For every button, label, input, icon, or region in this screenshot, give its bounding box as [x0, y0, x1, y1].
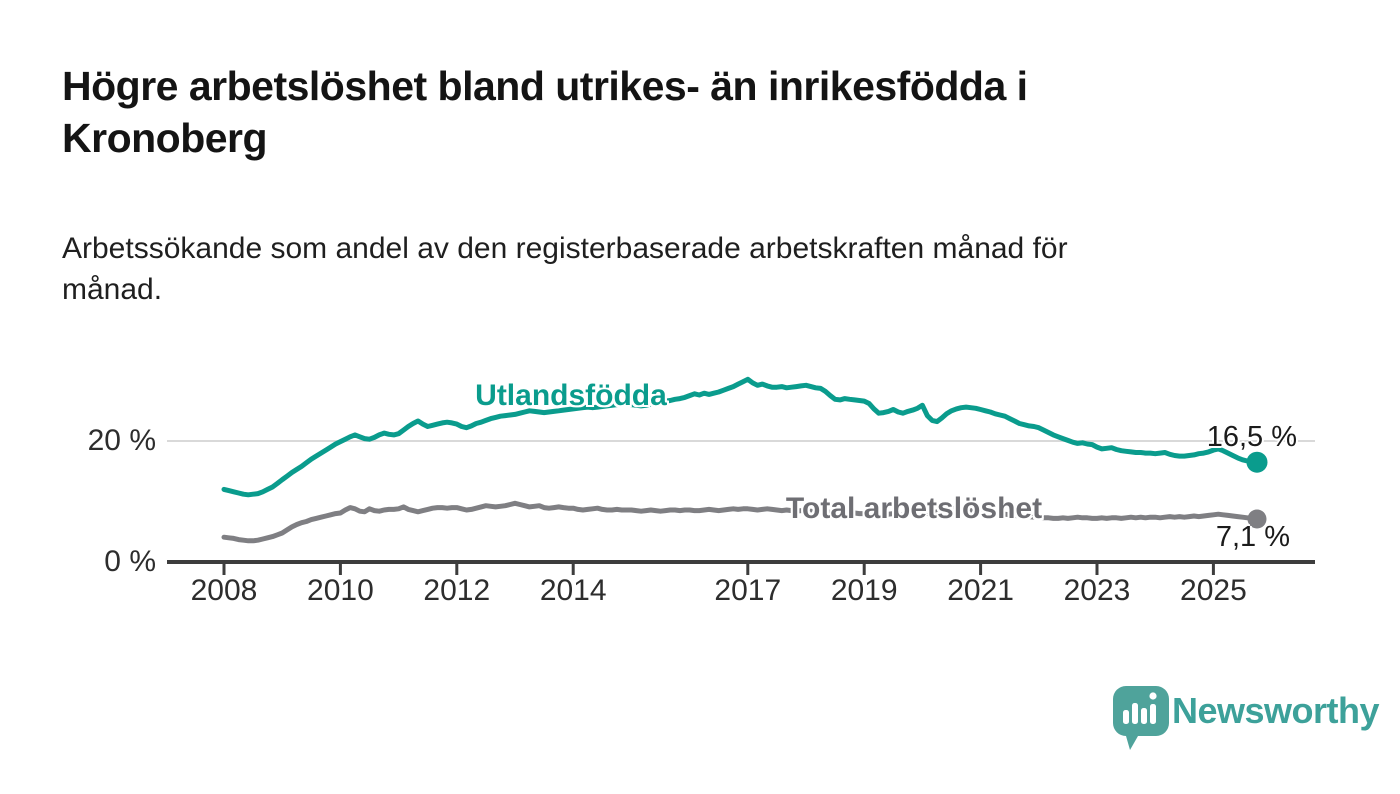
- newsworthy-logo-icon: [1113, 686, 1169, 750]
- subtitle-line2: månad.: [62, 273, 163, 306]
- end-value-total: 7,1 %: [1215, 521, 1290, 553]
- bar-3: [1141, 708, 1147, 724]
- title-line1: Högre arbetslöshet bland utrikes- än inr…: [62, 63, 1028, 109]
- x-axis-label-2014: 2014: [539, 574, 607, 607]
- page-title: Högre arbetslöshet bland utrikes- än inr…: [62, 60, 1362, 164]
- exclamation-bar: [1150, 704, 1156, 724]
- x-axis-label-2010: 2010: [307, 574, 374, 607]
- y-axis-label-0: 0 %: [104, 545, 156, 578]
- series-line-utlandsfodda: [221, 376, 1260, 498]
- x-axis-label-2021: 2021: [947, 574, 1014, 607]
- series-label-utlandsfodda: Utlandsfödda: [475, 379, 667, 412]
- x-axis-label-2008: 2008: [190, 574, 258, 607]
- end-dot-utlandsfodda: [1246, 451, 1268, 473]
- x-axis-label-2025: 2025: [1180, 574, 1247, 607]
- exclamation-dot: [1149, 692, 1157, 700]
- y-axis-label-20: 20 %: [87, 424, 156, 457]
- x-axis-label-2019: 2019: [830, 574, 898, 607]
- subtitle-line1: Arbetssökande som andel av den registerb…: [62, 232, 1068, 265]
- newsworthy-wordmark: Newsworthy: [1172, 690, 1380, 731]
- x-axis-label-2023: 2023: [1063, 574, 1131, 607]
- chart-subtitle: Arbetssökande som andel av den registerb…: [62, 228, 1302, 310]
- series-label-total-arbetsloshet: Total arbetslöshet: [785, 492, 1043, 525]
- x-axis-label-2017: 2017: [714, 574, 782, 607]
- bar-2: [1132, 703, 1138, 724]
- series-line-total: [221, 500, 1260, 544]
- x-axis-label-2012: 2012: [423, 574, 491, 607]
- bar-1: [1123, 710, 1129, 724]
- end-dot-total: [1247, 509, 1267, 529]
- title-line2: Kronoberg: [62, 115, 268, 161]
- end-value-utlandsfodda: 16,5 %: [1206, 421, 1297, 453]
